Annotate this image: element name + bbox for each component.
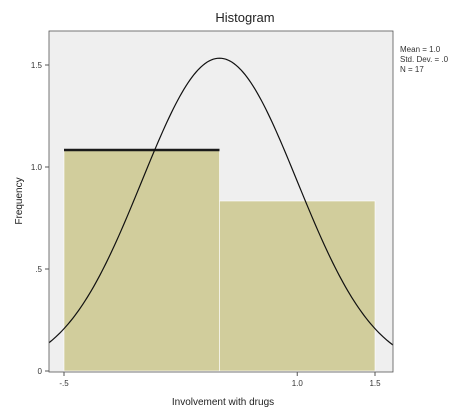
stats-mean: Mean = 1.0 (400, 45, 441, 54)
stats-n: N = 17 (400, 65, 424, 74)
y-tick-label-2: .5 (35, 265, 42, 274)
stats-legend: Mean = 1.0 Std. Dev. = .0 N = 17 (400, 45, 449, 74)
y-tick-label-3: 1.0 (31, 163, 43, 172)
y-axis-ticks: 0 .5 1.0 1.5 (31, 61, 49, 376)
histogram-bar-2 (219, 200, 376, 372)
x-axis-ticks: -.5 1.0 1.5 (59, 372, 381, 388)
y-tick-label-1: 0 (38, 367, 43, 376)
x-tick-label-2: 1.0 (292, 379, 304, 388)
y-axis-title: Frequency (14, 177, 25, 224)
x-axis-title: Involvement with drugs (172, 397, 274, 408)
histogram-bars (63, 148, 376, 372)
x-tick-label-1: -.5 (59, 379, 69, 388)
x-tick-label-3: 1.5 (369, 379, 381, 388)
chart-title: Histogram (215, 10, 274, 25)
plot-frame (48, 30, 394, 373)
stats-std-dev: Std. Dev. = .0 (400, 55, 449, 64)
y-tick-label-4: 1.5 (31, 61, 43, 70)
histogram-bar-1 (63, 149, 220, 372)
normal-curve (49, 57, 393, 346)
